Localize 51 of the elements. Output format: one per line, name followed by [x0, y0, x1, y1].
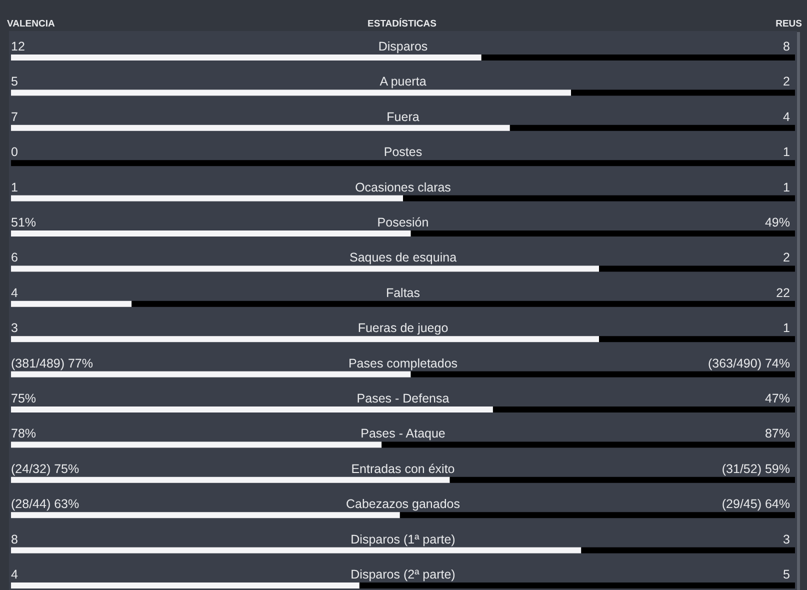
y-tick-label: Entradas con éxito [351, 462, 455, 476]
y-tick-label: Fueras de juego [358, 321, 448, 336]
y-tick-label: Disparos (2ª parte) [350, 568, 456, 582]
data-label: 47% [764, 392, 790, 406]
y-tick-label: Disparos [378, 40, 428, 54]
data-label: 22 [776, 286, 790, 300]
data-label: (381/489) 77% [11, 356, 94, 370]
data-label: 2 [783, 74, 790, 89]
data-label: 4 [11, 568, 18, 582]
data-label: 75% [11, 392, 36, 406]
data-label: 7 [11, 110, 18, 124]
data-label: 2 [783, 250, 790, 265]
data-label: 3 [783, 532, 790, 546]
data-label: 87% [764, 426, 790, 441]
y-tick-label: Pases completados [348, 356, 458, 370]
y-tick-label: Fuera [386, 110, 420, 124]
data-label: (363/490) 74% [708, 356, 790, 370]
data-label: 1 [783, 180, 790, 194]
data-label: 8 [783, 40, 790, 54]
data-label: 5 [11, 74, 18, 89]
data-label: (31/52) 59% [722, 462, 790, 476]
data-label: 6 [11, 250, 18, 265]
text: ESTADÍSTICAS [368, 18, 436, 30]
data-label: 1 [783, 145, 790, 160]
text: REUS [776, 18, 802, 30]
data-label: 4 [783, 110, 790, 124]
y-tick-label: Disparos (1ª parte) [350, 532, 456, 546]
data-label: 1 [783, 321, 790, 336]
y-tick-label: Ocasiones claras [355, 180, 451, 194]
y-tick-label: Postes [384, 145, 422, 160]
data-label: 12 [11, 40, 25, 54]
y-tick-label: Cabezazos ganados [346, 497, 460, 512]
data-label: 51% [11, 216, 36, 230]
data-label: 4 [11, 286, 18, 300]
data-label: 5 [783, 568, 790, 582]
data-label: 0 [11, 145, 18, 160]
data-label: 3 [11, 321, 18, 336]
data-label: 49% [764, 216, 790, 230]
data-label: (28/44) 63% [11, 497, 80, 512]
data-label: (24/32) 75% [11, 462, 80, 476]
data-label: 1 [11, 180, 18, 194]
y-tick-label: Pases - Defensa [356, 392, 450, 406]
y-tick-label: A puerta [380, 74, 426, 89]
data-label: 78% [11, 426, 36, 441]
data-label: 8 [11, 532, 18, 546]
y-tick-label: Faltas [386, 286, 420, 300]
y-tick-label: Posesión [377, 216, 429, 230]
y-tick-label: Pases - Ataque [360, 426, 446, 441]
data-label: (29/45) 64% [722, 497, 790, 512]
text: VALENCIA [7, 18, 55, 30]
y-tick-label: Saques de esquina [349, 250, 457, 265]
